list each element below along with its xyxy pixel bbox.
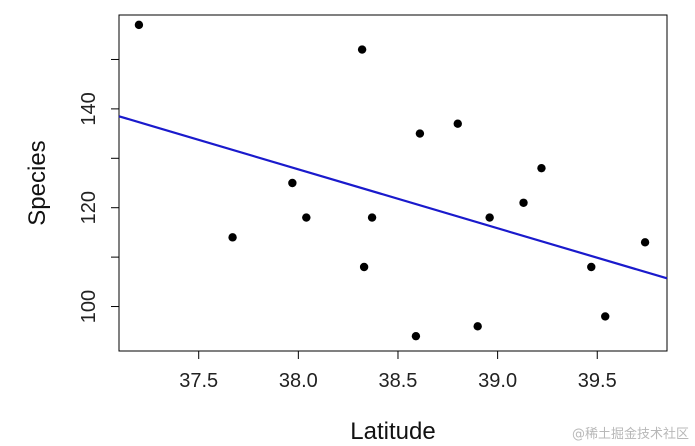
data-point [640,238,650,247]
data-point [367,213,377,222]
y-axis: 100 120 140 [78,58,119,323]
y-axis-title: Species [24,140,51,225]
data-point [134,20,144,30]
x-axis: 37.5 38.0 38.5 39.0 39.5 [179,351,617,392]
x-tick-label: 38.5 [379,370,418,392]
plot-frame [118,14,668,352]
y-tick-label: 140 [78,92,100,125]
data-point [357,45,367,54]
x-tick-label: 38.0 [279,370,318,392]
data-point [485,213,494,222]
y-tick-label: 100 [78,290,100,323]
data-point [453,119,462,128]
x-tick-label: 39.0 [478,370,517,392]
y-tick-label: 120 [78,191,100,224]
x-axis-title: Latitude [350,418,435,445]
data-point [473,322,482,331]
regression-line [118,115,668,280]
data-point [359,262,369,272]
data-point [288,178,297,188]
data-points [134,20,650,341]
watermark: @稀土掘金技术社区 [571,427,689,442]
x-tick-label: 37.5 [179,370,218,392]
data-point [601,312,610,321]
x-tick-label: 39.5 [578,370,617,392]
data-point [415,129,425,138]
data-point [587,262,596,272]
data-point [519,198,528,207]
data-point [537,163,546,173]
data-point [228,233,237,242]
data-point [302,213,311,222]
data-point [411,331,421,341]
